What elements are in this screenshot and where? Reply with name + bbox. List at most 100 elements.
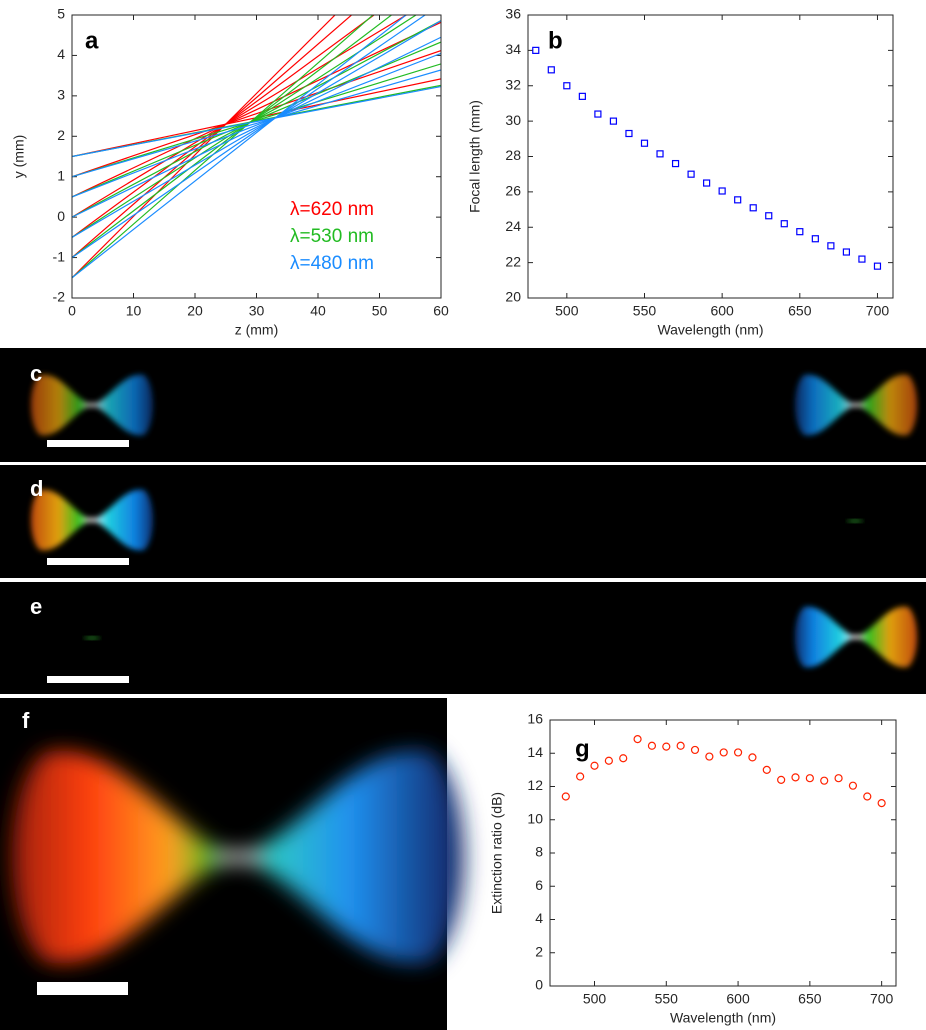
point bbox=[547, 66, 555, 74]
marks bbox=[532, 46, 882, 270]
point bbox=[796, 228, 804, 236]
x-axis-label: Wavelength (nm) bbox=[670, 1010, 776, 1026]
axes-box bbox=[549, 719, 897, 987]
chart-b: 500 550 600 650 700 20 22 24 26 28 30 32 34 36 Wavelen… bbox=[467, 6, 894, 338]
ray bbox=[72, 41, 441, 198]
y-tick-label: 8 bbox=[535, 844, 543, 860]
x-tick-label: 10 bbox=[126, 303, 142, 319]
point bbox=[834, 774, 843, 783]
y-tick-label: 28 bbox=[505, 147, 521, 163]
y-tick-label: -1 bbox=[53, 248, 66, 264]
y-tick-label: 34 bbox=[505, 41, 521, 57]
panel-label: e bbox=[30, 594, 42, 619]
x-tick-label: 20 bbox=[187, 303, 203, 319]
ray bbox=[72, 50, 441, 178]
panel-label: b bbox=[548, 27, 563, 54]
y-tick-label: 16 bbox=[527, 711, 543, 727]
point bbox=[777, 775, 786, 784]
point bbox=[842, 248, 851, 256]
point bbox=[690, 745, 700, 755]
point bbox=[863, 792, 872, 801]
legend-label: λ=620 nm bbox=[290, 199, 374, 220]
y-axis-label: y (mm) bbox=[11, 135, 27, 179]
x-tick-label: 500 bbox=[555, 303, 579, 319]
point bbox=[578, 92, 586, 100]
point bbox=[811, 235, 819, 243]
y-tick-label: 4 bbox=[57, 46, 65, 62]
point bbox=[604, 756, 613, 765]
point bbox=[827, 242, 835, 250]
ray bbox=[72, 69, 441, 178]
y-tick-label: 6 bbox=[535, 877, 543, 893]
chart-a: 0 10 20 30 40 50 60 -2 -1 0 1 2 3 4 5 z (mm) y (mm) λ=620… bbox=[11, 6, 449, 338]
y-tick-label: 10 bbox=[527, 810, 543, 826]
point bbox=[703, 179, 711, 187]
point bbox=[762, 765, 771, 774]
chart-g: 500 550 600 650 700 0 2 4 6 8 10 12 14 16 Wavelength (… bbox=[489, 711, 897, 1026]
marks bbox=[561, 735, 886, 808]
point bbox=[858, 255, 866, 263]
plot-area bbox=[528, 15, 893, 298]
point bbox=[563, 82, 571, 90]
point bbox=[805, 774, 814, 783]
ray bbox=[72, 15, 427, 259]
y-tick-label: 20 bbox=[505, 289, 521, 305]
image-c: c bbox=[0, 348, 926, 462]
x-tick-label: 650 bbox=[788, 303, 812, 319]
point bbox=[820, 776, 829, 785]
point bbox=[594, 110, 602, 118]
ray bbox=[72, 15, 408, 279]
point bbox=[765, 212, 773, 220]
y-tick-label: 36 bbox=[505, 6, 521, 22]
point bbox=[676, 741, 685, 750]
point bbox=[718, 187, 726, 195]
point bbox=[733, 748, 743, 757]
point bbox=[532, 46, 540, 54]
legend-label: λ=480 nm bbox=[290, 253, 374, 274]
plot-area bbox=[72, 15, 441, 298]
legend-label: λ=530 nm bbox=[290, 226, 374, 247]
x-tick-label: 550 bbox=[655, 991, 679, 1007]
axes-box bbox=[527, 14, 894, 299]
point bbox=[633, 735, 642, 744]
point bbox=[640, 139, 649, 147]
y-tick-label: 12 bbox=[527, 777, 543, 793]
y-tick-label: 26 bbox=[505, 183, 521, 199]
y-tick-label: 0 bbox=[57, 208, 65, 224]
y-tick-label: 2 bbox=[535, 943, 543, 959]
x-tick-label: 700 bbox=[866, 303, 890, 319]
ray bbox=[72, 15, 336, 279]
y-tick-label: 30 bbox=[505, 112, 521, 128]
point bbox=[873, 262, 882, 270]
y-tick-label: 24 bbox=[505, 218, 521, 234]
y-tick-label: 5 bbox=[57, 6, 65, 22]
x-tick-label: 550 bbox=[633, 303, 657, 319]
x-tick-label: 600 bbox=[710, 303, 734, 319]
y-tick-label: 22 bbox=[505, 253, 521, 269]
y-tick-label: 3 bbox=[57, 87, 65, 103]
point bbox=[590, 761, 599, 770]
panel-label: f bbox=[22, 708, 30, 733]
point bbox=[561, 792, 570, 801]
point bbox=[687, 170, 695, 178]
ray bbox=[72, 15, 374, 279]
point bbox=[662, 742, 671, 751]
ray bbox=[72, 36, 441, 218]
point bbox=[780, 220, 788, 228]
y-tick-label: 14 bbox=[527, 744, 543, 760]
point bbox=[848, 781, 858, 790]
point bbox=[705, 752, 714, 761]
y-tick-label: -2 bbox=[53, 289, 66, 305]
point bbox=[625, 129, 633, 138]
ray bbox=[72, 15, 408, 218]
y-axis-label: Extinction ratio (dB) bbox=[489, 792, 505, 914]
point bbox=[671, 159, 680, 168]
x-tick-label: 60 bbox=[433, 303, 449, 319]
ray bbox=[72, 20, 441, 238]
y-tick-label: 1 bbox=[57, 167, 65, 183]
point bbox=[656, 150, 664, 158]
axes-box bbox=[71, 14, 442, 299]
point bbox=[576, 772, 585, 781]
x-axis-label: Wavelength (nm) bbox=[657, 322, 763, 338]
